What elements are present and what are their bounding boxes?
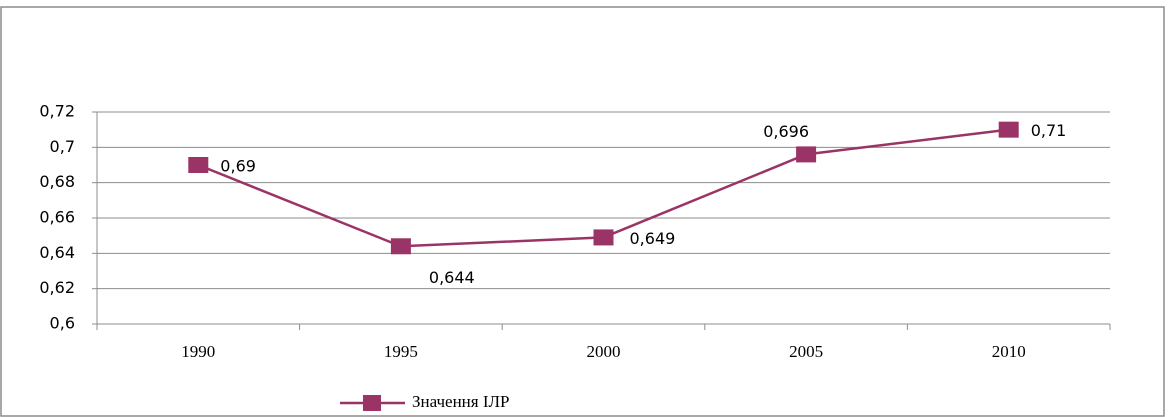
y-tick-label: 0,64 [39, 243, 75, 262]
x-tick-label: 2005 [789, 342, 823, 361]
y-tick-label: 0,66 [39, 208, 75, 227]
data-point [593, 229, 614, 246]
legend-marker [363, 395, 381, 411]
legend-label: Значення ІЛР [412, 392, 509, 411]
data-label: 0,649 [630, 229, 676, 248]
y-tick-label: 0,6 [50, 314, 75, 333]
x-tick-label: 2010 [992, 342, 1026, 361]
data-point [188, 157, 209, 173]
data-point [390, 238, 411, 255]
data-label: 0,644 [429, 268, 475, 287]
x-tick-label: 1990 [181, 342, 215, 361]
data-label: 0,69 [220, 157, 256, 176]
x-tick-label: 2000 [587, 342, 621, 361]
y-tick-label: 0,62 [39, 278, 75, 297]
data-point [998, 121, 1019, 138]
x-tick-label: 1995 [384, 342, 418, 361]
data-label: 0,696 [763, 122, 809, 141]
chart-frame [0, 6, 1165, 417]
data-label: 0,71 [1031, 121, 1067, 140]
y-tick-label: 0,72 [39, 102, 75, 121]
y-tick-label: 0,68 [39, 172, 75, 191]
y-tick-label: 0,7 [50, 137, 75, 156]
data-point [796, 146, 817, 163]
